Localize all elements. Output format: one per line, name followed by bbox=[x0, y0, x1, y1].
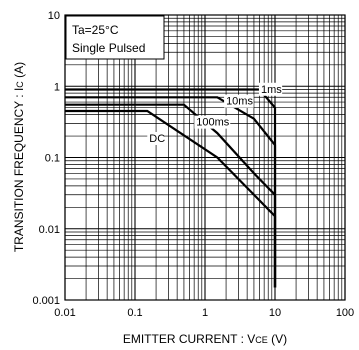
curve-label-10ms: 10ms bbox=[226, 96, 253, 108]
curve-label-1ms: 1ms bbox=[261, 84, 282, 96]
condition-temperature: Ta=25°C bbox=[72, 23, 119, 37]
y-tick-label: 0.001 bbox=[32, 295, 60, 307]
curve-label-bg bbox=[224, 94, 254, 108]
curve-label-bg bbox=[147, 132, 165, 146]
x-axis-title: EMITTER CURRENT : VCE (V) bbox=[123, 332, 287, 346]
y-axis-title: TRANSITION FREQUENCY : IC (A) bbox=[12, 62, 26, 252]
x-tick-label: 100 bbox=[336, 307, 354, 319]
x-tick-label: 0.01 bbox=[54, 307, 75, 319]
series-line-100ms bbox=[65, 103, 277, 288]
y-tick-label: 10 bbox=[48, 10, 60, 22]
x-tick-label: 10 bbox=[269, 307, 281, 319]
y-tick-label: 0.1 bbox=[45, 153, 60, 165]
curve-label-bg bbox=[194, 115, 231, 129]
x-tick-label: 1 bbox=[202, 307, 208, 319]
curve-label-bg bbox=[258, 82, 283, 96]
conditions-note: Ta=25°C Single Pulsed bbox=[65, 15, 165, 60]
plot-frame bbox=[64, 14, 346, 301]
y-tick-labels: 0.001 0.01 0.1 1 10 bbox=[32, 10, 60, 307]
condition-pulse: Single Pulsed bbox=[72, 41, 145, 55]
y-tick-label: 0.01 bbox=[39, 224, 60, 236]
x-tick-labels: 0.01 0.1 1 10 100 bbox=[54, 307, 354, 319]
series-line-10ms bbox=[65, 96, 277, 288]
series-group bbox=[65, 88, 277, 288]
series-line-dc bbox=[65, 109, 277, 288]
x-tick-label: 0.1 bbox=[127, 307, 142, 319]
curve-label-dc: DC bbox=[149, 133, 165, 145]
series-line-1ms bbox=[65, 88, 277, 288]
curve-label-100ms: 100ms bbox=[196, 117, 230, 129]
y-tick-label: 1 bbox=[54, 81, 60, 93]
conditions-box bbox=[65, 15, 165, 60]
curve-labels: 1ms 10ms 100ms DC bbox=[147, 82, 283, 146]
